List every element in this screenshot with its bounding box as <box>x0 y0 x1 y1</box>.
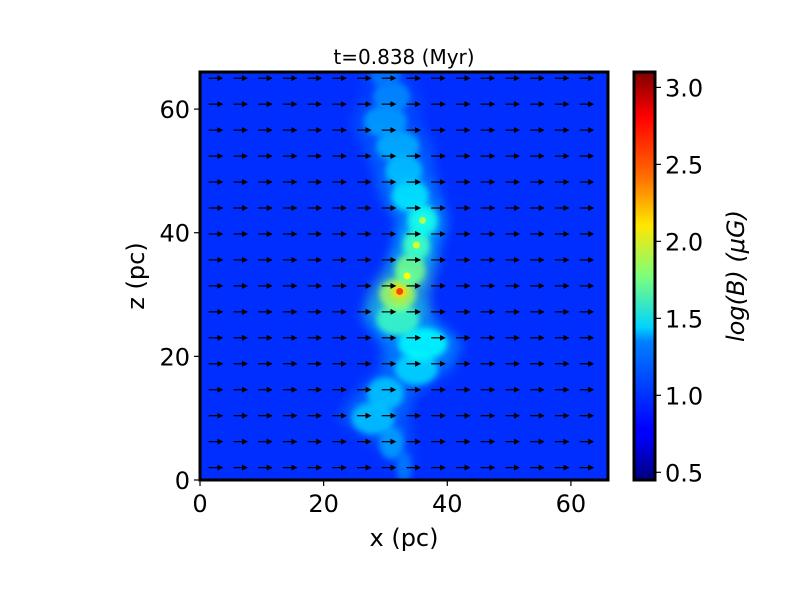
colorbar-label: log(B) (μG) <box>722 210 750 342</box>
colorbar-tick-label: 2.5 <box>665 151 703 179</box>
colorbar-tick-label: 1.5 <box>665 305 703 333</box>
x-tick-label: 20 <box>308 490 339 518</box>
filament-segment <box>376 303 420 336</box>
plot-area <box>200 72 608 480</box>
filament-segment <box>394 352 439 385</box>
x-tick-label: 60 <box>556 490 587 518</box>
colorbar: 0.5 1.0 1.5 2.0 2.5 3.0 log(B) (μG) <box>632 70 750 487</box>
hotspot <box>419 216 427 224</box>
y-tick-label: 20 <box>159 343 190 371</box>
filament-segment <box>351 402 395 435</box>
filament-segment <box>391 179 429 212</box>
filament-segment <box>373 80 411 113</box>
filament-segment <box>396 451 412 480</box>
colorbar-frame <box>632 70 657 482</box>
y-tick-label: 40 <box>159 220 190 248</box>
vector-field <box>208 75 595 471</box>
filament-segment <box>366 377 405 410</box>
x-tick-label: 40 <box>432 490 463 518</box>
hotspot <box>403 272 411 280</box>
x-axis-label: x (pc) <box>370 524 439 552</box>
y-axis: 0 20 40 60 <box>159 96 200 495</box>
y-axis-label: z (pc) <box>122 242 150 309</box>
filament-segment <box>376 130 420 163</box>
hotspot <box>396 287 404 295</box>
hotspot <box>412 241 420 249</box>
x-axis: 0 20 40 60 <box>192 480 586 518</box>
x-tick-label: 0 <box>192 490 207 518</box>
chart-title: t=0.838 (Myr) <box>333 45 474 69</box>
colorbar-tick-label: 0.5 <box>665 459 703 487</box>
colorbar-tick-label: 3.0 <box>665 74 703 102</box>
plot-frame <box>198 70 610 482</box>
colorbar-tick-label: 2.0 <box>665 228 703 256</box>
filament-segment <box>385 154 423 187</box>
colorbar-gradient <box>634 72 655 480</box>
colorbar-tick-label: 1.0 <box>665 382 703 410</box>
colorbar-ticks: 0.5 1.0 1.5 2.0 2.5 3.0 <box>655 74 703 487</box>
y-tick-label: 0 <box>175 467 190 495</box>
y-tick-label: 60 <box>159 96 190 124</box>
filament-segment <box>397 327 448 361</box>
